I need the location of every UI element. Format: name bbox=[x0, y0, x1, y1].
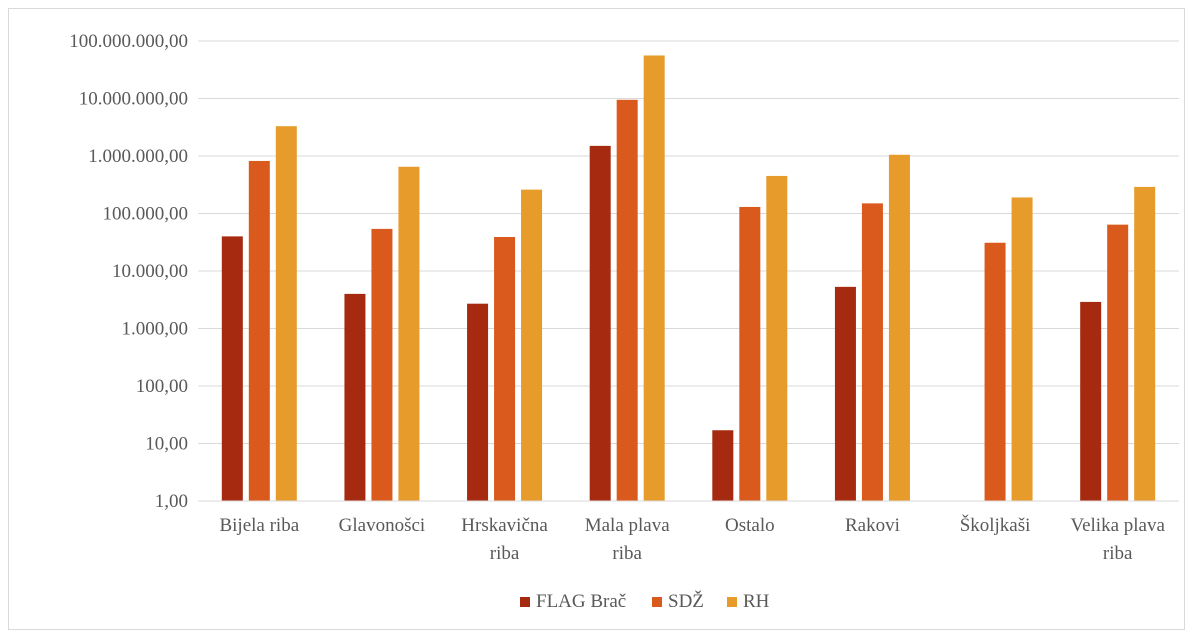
x-tick-label: Ostalo bbox=[725, 515, 775, 536]
bar bbox=[712, 430, 734, 501]
y-axis-tick-labels: 1,00 10,00 100,00 1.000,00 10.000,00 100.000,… bbox=[69, 31, 188, 512]
bar bbox=[467, 303, 489, 501]
bar bbox=[521, 189, 543, 501]
bar bbox=[984, 242, 1006, 501]
bar bbox=[221, 236, 243, 502]
legend-label: FLAG Brač bbox=[536, 591, 626, 612]
bars bbox=[221, 55, 1156, 502]
bar bbox=[248, 160, 270, 502]
bar bbox=[834, 286, 856, 501]
bar bbox=[371, 228, 393, 501]
bar bbox=[494, 237, 516, 501]
y-tick-label: 1.000,00 bbox=[122, 319, 189, 340]
y-tick-label: 10.000.000,00 bbox=[79, 89, 188, 110]
x-tick-label: Školjkaši bbox=[960, 514, 1031, 536]
x-tick-label: Hrskavična bbox=[461, 515, 548, 536]
bar bbox=[1011, 197, 1033, 501]
bar bbox=[739, 206, 761, 502]
y-tick-label: 1,00 bbox=[155, 491, 188, 512]
bar bbox=[1107, 224, 1129, 501]
x-tick-label: Glavonošci bbox=[339, 515, 426, 536]
y-tick-label: 10,00 bbox=[145, 434, 188, 455]
x-tick-label: Rakovi bbox=[845, 515, 900, 536]
x-tick-label: riba bbox=[490, 543, 520, 564]
x-tick-label: riba bbox=[612, 543, 642, 564]
y-tick-label: 100.000,00 bbox=[103, 204, 189, 225]
bar bbox=[1134, 186, 1156, 501]
legend-label: RH bbox=[743, 591, 770, 612]
x-tick-label: Velika plava bbox=[1070, 515, 1165, 536]
bar bbox=[643, 55, 665, 501]
x-tick-label: riba bbox=[1103, 543, 1133, 564]
bar bbox=[861, 203, 883, 501]
legend-swatch bbox=[727, 597, 737, 607]
bar bbox=[398, 166, 420, 501]
bar bbox=[589, 145, 611, 501]
bar bbox=[616, 99, 638, 502]
x-axis-category-labels: Bijela riba Glavonošci Hrskavična riba Mala … bbox=[219, 514, 1165, 564]
bar bbox=[766, 175, 788, 501]
bar bbox=[888, 154, 910, 501]
legend: FLAG Brač SDŽ RH bbox=[520, 590, 770, 612]
chart-container: 1,00 10,00 100,00 1.000,00 10.000,00 100.000,… bbox=[8, 8, 1185, 630]
legend-swatch bbox=[520, 597, 530, 607]
x-tick-label: Bijela riba bbox=[219, 515, 299, 536]
bar bbox=[344, 293, 366, 501]
legend-label: SDŽ bbox=[668, 590, 704, 612]
y-tick-label: 100.000.000,00 bbox=[69, 31, 188, 52]
bar-chart: 1,00 10,00 100,00 1.000,00 10.000,00 100.000,… bbox=[69, 31, 1179, 612]
bar bbox=[1080, 301, 1102, 501]
y-tick-label: 1.000.000,00 bbox=[88, 146, 188, 167]
bar bbox=[275, 126, 297, 501]
x-tick-label: Mala plava bbox=[585, 515, 671, 536]
legend-swatch bbox=[652, 597, 662, 607]
y-tick-label: 100,00 bbox=[136, 376, 188, 397]
y-tick-label: 10.000,00 bbox=[112, 261, 188, 282]
